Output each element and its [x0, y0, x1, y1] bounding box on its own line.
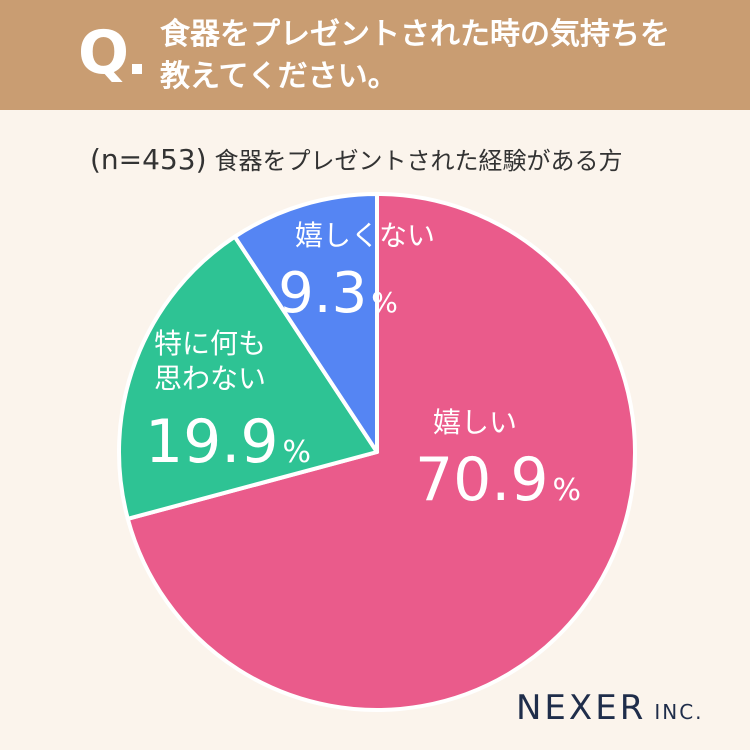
slice-label-happy: 嬉しい — [433, 406, 517, 439]
slice-value-unhappy: 9.3% — [278, 261, 398, 326]
question-line-1: 食器をプレゼントされた時の気持ちを — [160, 17, 670, 52]
q-dot — [132, 64, 142, 74]
question-line-2: 教えてください。 — [160, 59, 398, 94]
q-mark: Q — [78, 18, 130, 88]
slice-value-happy: 70.9% — [415, 445, 581, 515]
slice-label-indifferent-1: 特に何も — [154, 327, 266, 360]
pie-slice-unhappy — [232, 192, 379, 454]
nexer-logo: NEXER INC. — [516, 688, 704, 728]
chart-subtitle: (n=453) 食器をプレゼントされた経験がある方 — [90, 142, 623, 179]
pie-slice-happy — [125, 192, 637, 712]
slice-label-unhappy: 嬉しくない — [295, 219, 435, 252]
slice-value-indifferent: 19.9% — [145, 407, 311, 477]
sample-size: (n=453) — [90, 143, 207, 176]
slice-label-indifferent-2: 思わない — [154, 362, 266, 395]
question-text: 食器をプレゼントされた時の気持ちを 教えてください。 — [160, 14, 720, 98]
pie-slice-indifferent — [117, 234, 379, 521]
question-banner: Q 食器をプレゼントされた時の気持ちを 教えてください。 — [0, 0, 750, 110]
logo-main: NEXER — [516, 688, 647, 728]
respondent-label: 食器をプレゼントされた経験がある方 — [214, 147, 623, 175]
logo-suffix: INC. — [654, 700, 704, 724]
